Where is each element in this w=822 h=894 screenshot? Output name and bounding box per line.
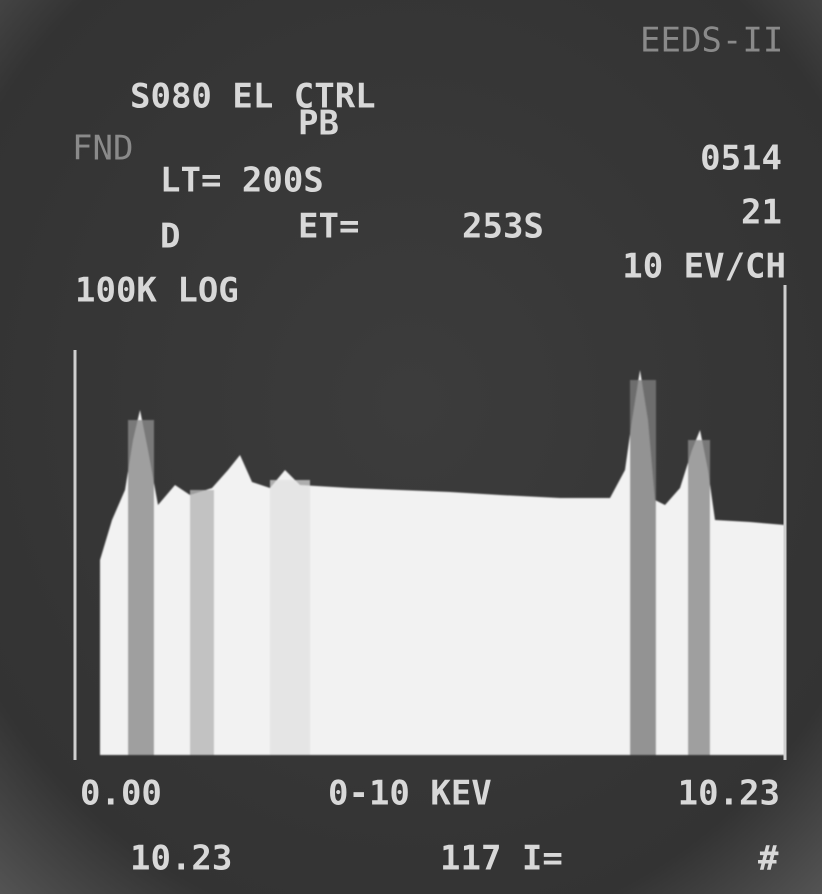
scale: 10 EV/CH: [622, 247, 786, 287]
peak-band: [630, 380, 656, 755]
peak-band: [688, 440, 710, 755]
sample-id: S080 EL CTRL: [130, 77, 376, 117]
range-start: 0.00: [80, 774, 162, 814]
cps: 0514: [700, 139, 782, 179]
spectrum: [100, 370, 785, 755]
cursor-energy: 10.23: [130, 839, 232, 879]
vertical-scale: 100K LOG: [75, 271, 239, 311]
energy-range: 0-10 KEV: [328, 774, 492, 814]
peak-band: [128, 420, 154, 755]
system-name: EEDS-II: [640, 21, 783, 61]
elapsed: 253S: [462, 207, 544, 247]
elapsed-label: ET=: [298, 207, 359, 247]
range-end: 10.23: [678, 774, 780, 814]
element: PB: [298, 104, 339, 144]
count: 21: [741, 193, 782, 233]
marker: #: [758, 839, 779, 879]
peak-band: [190, 490, 214, 755]
peak-band: [270, 480, 310, 755]
live-time: LT= 200S: [160, 161, 324, 201]
mode: D: [160, 217, 180, 257]
label: FND: [72, 129, 133, 169]
cursor-count: 117 I=: [440, 839, 563, 879]
